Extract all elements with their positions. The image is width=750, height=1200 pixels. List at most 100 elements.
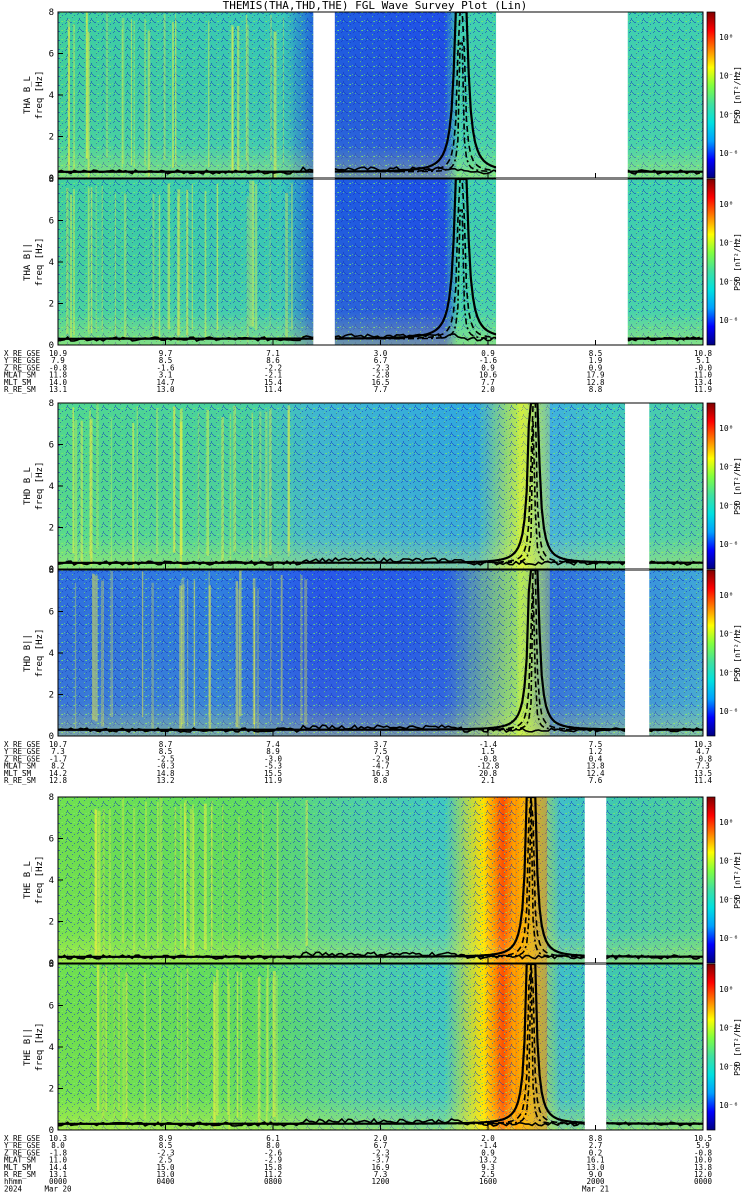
ephemeris-value: -1.6 — [156, 363, 175, 372]
ephemeris-value: 6.1 — [266, 1134, 280, 1143]
wave-streak — [237, 816, 241, 963]
ephemeris-value: 2.0 — [481, 385, 495, 394]
panel-name: THE B_L — [23, 861, 33, 899]
ephemeris-value: -2.9 — [371, 754, 389, 763]
wave-streak — [72, 407, 75, 554]
ephemeris-value: 14.0 — [49, 378, 68, 387]
ephemeris-value: 13.2 — [156, 776, 174, 785]
y-tick-label: 2 — [49, 691, 54, 701]
wave-streak — [257, 976, 261, 1123]
y-tick-label: 4 — [49, 649, 54, 659]
wave-streak — [300, 574, 303, 721]
ephemeris-label: Z_RE_GSE — [4, 363, 41, 372]
wave-streak — [97, 810, 101, 957]
ephemeris-value: 10.3 — [49, 1134, 67, 1143]
ephemeris-label: Y_RE_GSE — [4, 1141, 41, 1150]
wave-streak — [267, 964, 269, 1111]
wave-streak — [105, 965, 107, 1112]
ephemeris-value: 10.0 — [694, 1156, 713, 1165]
wave-streak — [130, 19, 133, 166]
ephemeris-value: 1.9 — [589, 356, 603, 365]
ephemeris-value: -2.5 — [156, 754, 174, 763]
x-date-label: Mar 21 — [582, 1184, 609, 1193]
ephemeris-value: 15.4 — [264, 378, 283, 387]
wave-streak — [251, 412, 254, 559]
y-tick-label: 8 — [49, 793, 54, 803]
ephemeris-value: 11.2 — [264, 1170, 282, 1179]
wave-streak — [147, 30, 151, 177]
emic-band — [517, 570, 550, 736]
ephemeris-value: -1.4 — [479, 740, 498, 749]
panel-name: THA B|| — [23, 243, 33, 281]
wave-streak — [70, 194, 72, 341]
y-tick-label: 6 — [49, 835, 54, 845]
wave-streak — [276, 975, 278, 1122]
ephemeris-value: 16.9 — [371, 1163, 389, 1172]
x-tick-label: 1200 — [371, 1177, 390, 1186]
wave-streak — [228, 983, 230, 1130]
colorbar-tick-label: 10⁻⁴ — [719, 501, 738, 510]
data-gap — [496, 11, 628, 179]
y-tick-label: 6 — [49, 217, 54, 227]
wave-streak — [121, 797, 125, 944]
wave-streak — [110, 418, 112, 565]
ephemeris-label: MLAT_SM — [4, 371, 36, 380]
ephemeris-value: 6.7 — [374, 356, 388, 365]
wave-streak — [144, 19, 146, 166]
wave-streak — [191, 804, 195, 951]
ephemeris-value: 8.5 — [159, 356, 173, 365]
y-tick-label: 0 — [49, 341, 54, 351]
ephemeris-value: 8.8 — [589, 385, 603, 394]
ephemeris-value: 11.8 — [49, 371, 68, 380]
wave-streak — [237, 588, 240, 735]
y-axis-label: freq [Hz] — [35, 71, 45, 120]
ephemeris-label: Z_RE_GSE — [4, 1148, 41, 1157]
ephemeris-label: X_RE_GSE — [4, 740, 41, 749]
ephemeris-value: 8.5 — [159, 747, 173, 756]
wave-streak — [172, 21, 174, 168]
colorbar-tick-label: 10⁻⁶ — [719, 149, 738, 158]
y-tick-label: 4 — [49, 482, 54, 492]
y-tick-label: 6 — [49, 50, 54, 60]
ephemeris-value: 14.8 — [156, 769, 175, 778]
colorbar-tick-label: 10⁰ — [719, 985, 733, 994]
wave-streak — [173, 406, 176, 553]
y-tick-label: 6 — [49, 1002, 54, 1012]
ephemeris-value: 7.9 — [51, 356, 65, 365]
colorbar-tick-label: 10⁻⁴ — [719, 110, 738, 119]
ephemeris-value: 8.6 — [266, 356, 280, 365]
wave-streak — [156, 408, 159, 555]
wave-streak — [90, 420, 92, 567]
ephemeris-value: 7.7 — [374, 385, 388, 394]
probe-group-the: 0 2 4 6 8 THE B_L freq [Hz] 10⁰ 10⁻² 10⁻⁴ 10⁻⁶ PSD … — [4, 793, 742, 1193]
wave-streak — [208, 585, 212, 732]
panel-tha-b-l: 0 2 4 6 8 THA B_L freq [Hz] 10⁰ 10⁻² 10⁻⁴ 10⁻⁶ PSD … — [23, 8, 742, 184]
ephemeris-value: 11.0 — [49, 1156, 68, 1165]
ephemeris-value: 13.1 — [49, 1170, 67, 1179]
ephemeris-value: 13.2 — [479, 1156, 497, 1165]
wave-streak — [143, 972, 147, 1119]
ephemeris-value: 10.3 — [694, 740, 712, 749]
ephemeris-value: 3.0 — [374, 349, 388, 358]
ephemeris-value: 11.0 — [694, 371, 713, 380]
colorbar-tick-label: 10⁻⁶ — [719, 707, 738, 716]
ephemeris-label: X_RE_GSE — [4, 349, 41, 358]
colorbar-tick-label: 10⁰ — [719, 424, 733, 433]
wave-streak — [213, 982, 217, 1129]
y-axis-label: freq [Hz] — [35, 629, 45, 678]
wave-streak — [121, 28, 123, 175]
ephemeris-value: -2.9 — [264, 1156, 282, 1165]
colorbar-tick-label: 10⁻² — [719, 630, 738, 639]
wave-streak — [122, 981, 125, 1128]
wave-streak — [191, 183, 193, 330]
ephemeris-value: 14.2 — [49, 769, 67, 778]
wave-streak — [221, 417, 224, 564]
wave-streak — [167, 183, 171, 330]
colorbar-tick-label: 10⁻⁴ — [719, 668, 738, 677]
panel-the-b-: 0 2 4 6 8 THE B|| freq [Hz] 10⁰ 10⁻² 10⁻⁴ 10⁻⁶ PSD … — [23, 960, 742, 1136]
wave-streak — [246, 196, 249, 343]
x-tick-label: 0000 — [694, 1177, 713, 1186]
wave-streak — [74, 582, 77, 729]
y-tick-label: 2 — [49, 918, 54, 928]
ephemeris-value: 8.7 — [159, 740, 173, 749]
